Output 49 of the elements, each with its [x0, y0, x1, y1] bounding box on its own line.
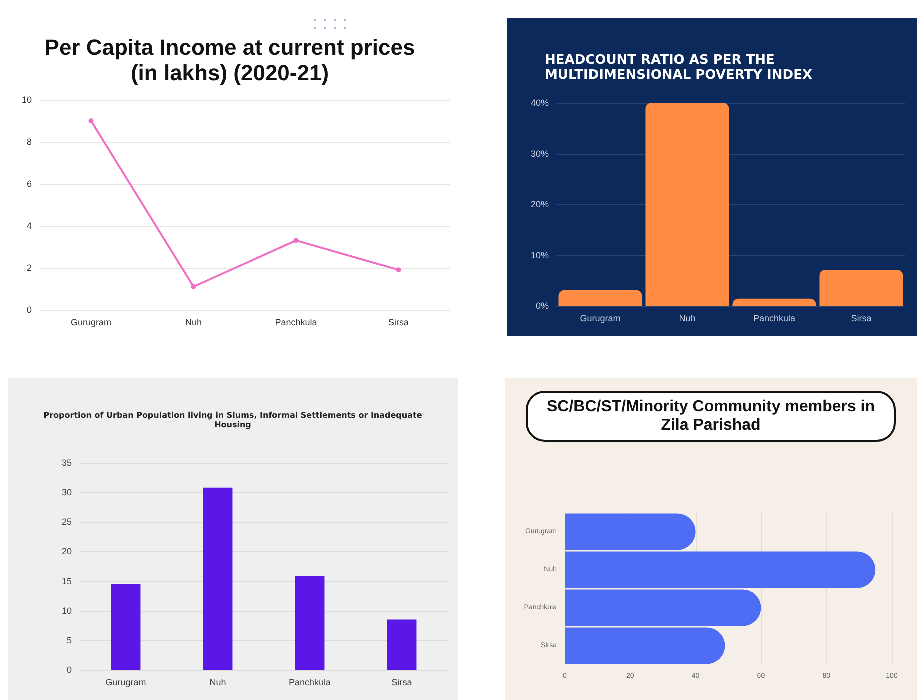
x-tick-label: Nuh [185, 318, 202, 328]
y-tick-label: 10% [530, 250, 549, 260]
bar [565, 514, 696, 550]
bar [820, 270, 904, 306]
x-tick-label: Sirsa [851, 314, 872, 324]
y-tick-label: 8 [26, 137, 32, 147]
x-tick-label: Gurugram [106, 678, 146, 688]
bar [565, 590, 762, 626]
x-tick-label: Sirsa [388, 318, 410, 328]
x-tick-label: Sirsa [392, 678, 412, 688]
bar [565, 552, 876, 588]
point [294, 238, 299, 244]
x-tick-label: Nuh [210, 678, 226, 688]
y-tick-label: 20 [62, 546, 72, 557]
bar [387, 620, 417, 670]
y-tick-label: 0% [536, 301, 549, 311]
y-tick-label: 6 [26, 179, 32, 189]
x-tick-label: Nuh [679, 314, 696, 324]
point [88, 118, 94, 124]
y-tick-label: 20% [530, 200, 549, 210]
bar [646, 103, 730, 306]
y-tick-label: 35 [62, 458, 72, 468]
y-tick-label: 4 [26, 221, 32, 231]
y-tick-label: 10 [22, 95, 32, 105]
y-tick-label: 2 [26, 263, 32, 273]
x-tick-label: Panchkula [753, 314, 796, 324]
chart-title: SC/BC/ST/Minority Community members in Zila Parishad [546, 398, 876, 434]
y-tick-label: 30% [530, 148, 549, 159]
bar [111, 584, 141, 670]
y-tick-label: 10 [62, 606, 72, 616]
y-tick-label: 5 [66, 635, 72, 646]
x-tick-label: Panchkula [288, 678, 332, 688]
point [191, 284, 196, 290]
y-tick-label: 30 [62, 488, 72, 498]
bar [203, 488, 233, 670]
point [396, 268, 402, 273]
y-tick-label: 40% [530, 98, 549, 108]
bar [565, 628, 726, 664]
x-tick-label: Gurugram [580, 314, 621, 324]
x-tick-label: Panchkula [275, 318, 318, 328]
bar [295, 576, 325, 670]
chart-title: Proportion of Urban Population living in Slums, Informal Settlements or Inadequate Housing [44, 411, 423, 430]
y-tick-label: 15 [62, 576, 72, 586]
y-tick-label: 25 [62, 517, 72, 528]
chart-title: HEADCOUNT RATIO AS PER THE MULTIDIMENSIONAL POVERTY INDEX [545, 52, 812, 83]
chart-title: Per Capita Income at current prices (in lakhs) (2020-21) [44, 35, 416, 86]
bar [732, 298, 816, 306]
y-tick-label: 0 [26, 305, 32, 315]
bar [558, 290, 642, 306]
